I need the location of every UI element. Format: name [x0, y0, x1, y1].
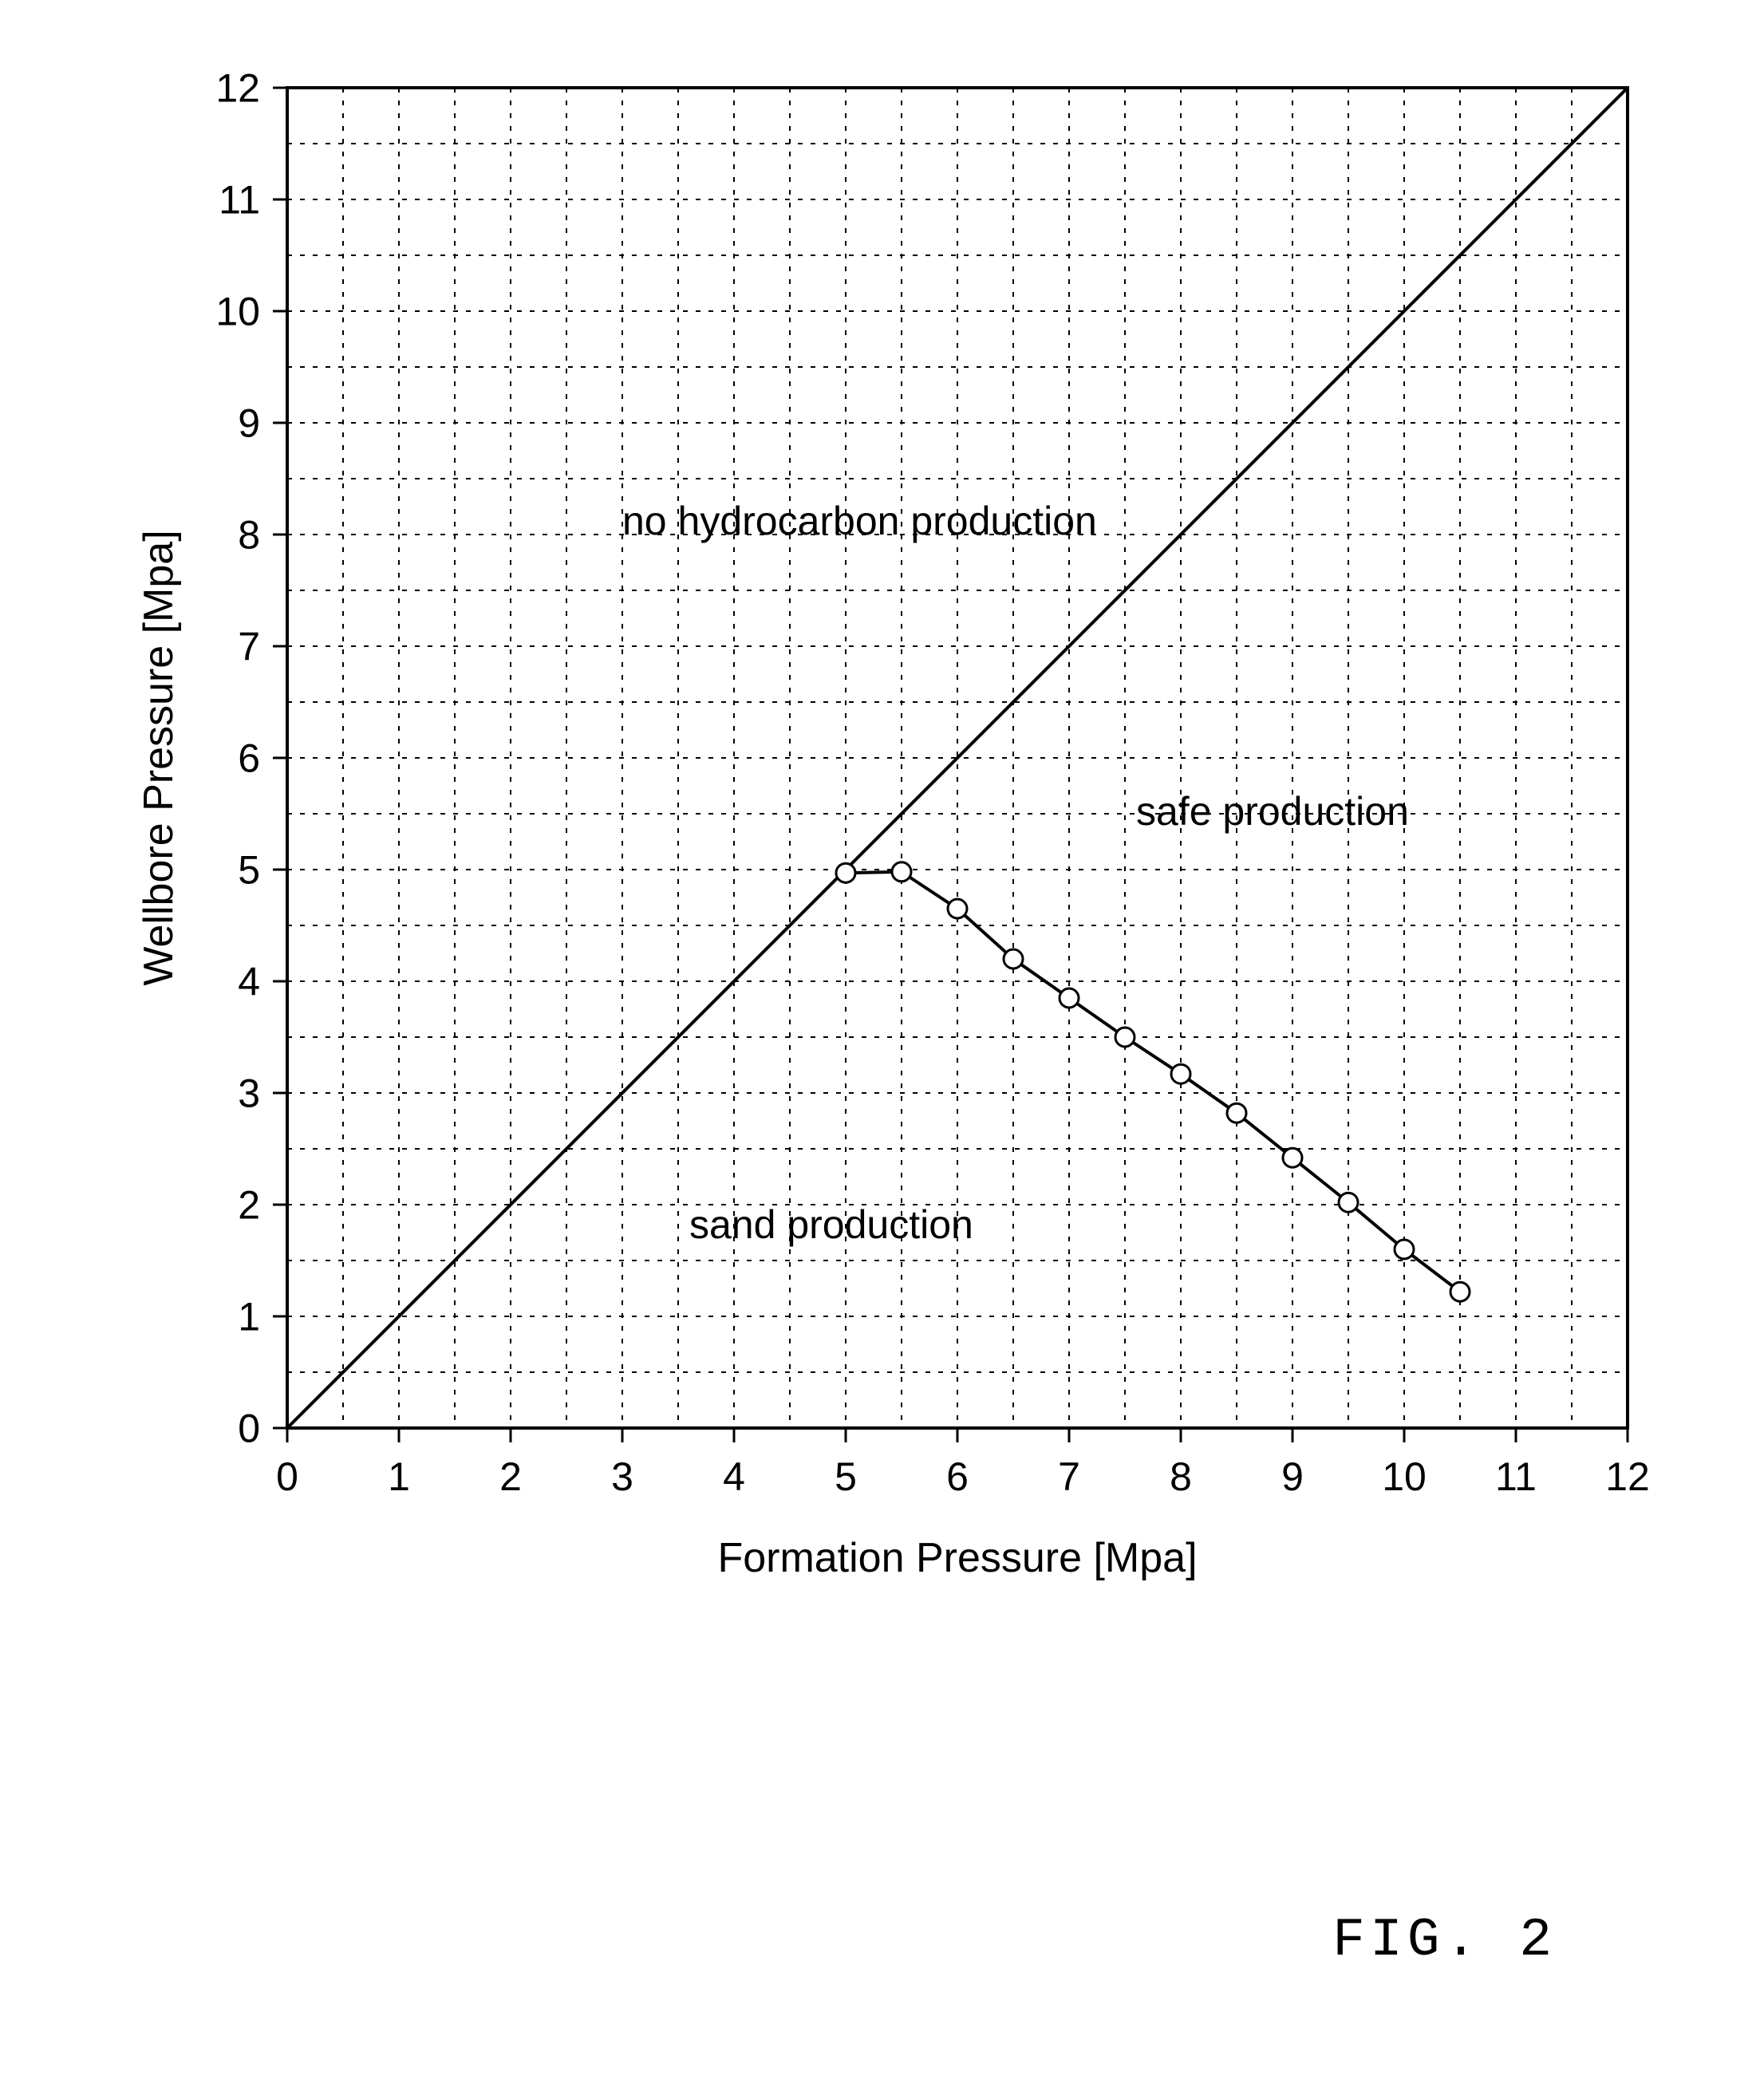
svg-text:11: 11: [1495, 1454, 1537, 1499]
y-axis-label: Wellbore Pressure [Mpa]: [136, 530, 182, 985]
svg-text:10: 10: [215, 290, 260, 334]
svg-text:5: 5: [835, 1454, 857, 1499]
svg-text:0: 0: [238, 1406, 260, 1451]
x-axis-label: Formation Pressure [Mpa]: [717, 1535, 1197, 1581]
svg-text:2: 2: [238, 1183, 260, 1228]
svg-text:7: 7: [1058, 1454, 1080, 1499]
svg-text:1: 1: [238, 1295, 260, 1339]
svg-text:sand production: sand production: [689, 1202, 973, 1247]
svg-text:4: 4: [723, 1454, 745, 1499]
svg-text:5: 5: [238, 848, 260, 893]
svg-text:8: 8: [1170, 1454, 1192, 1499]
svg-text:no hydrocarbon production: no hydrocarbon production: [622, 499, 1097, 543]
svg-text:12: 12: [1605, 1454, 1650, 1499]
svg-text:9: 9: [1281, 1454, 1304, 1499]
page-root: 0123456789101112Formation Pressure [Mpa]…: [0, 0, 1764, 2091]
svg-text:6: 6: [238, 736, 260, 781]
svg-text:11: 11: [219, 178, 260, 223]
chart-container: 0123456789101112Formation Pressure [Mpa]…: [104, 64, 1659, 1739]
svg-text:2: 2: [499, 1454, 522, 1499]
svg-text:12: 12: [215, 66, 260, 111]
svg-text:10: 10: [1382, 1454, 1427, 1499]
svg-text:3: 3: [238, 1071, 260, 1116]
svg-text:0: 0: [276, 1454, 298, 1499]
svg-text:7: 7: [238, 625, 260, 669]
svg-text:8: 8: [238, 513, 260, 558]
svg-text:4: 4: [238, 960, 260, 1004]
svg-text:6: 6: [946, 1454, 969, 1499]
figure-caption: FIG. 2: [1332, 1910, 1557, 1971]
svg-text:9: 9: [238, 401, 260, 446]
svg-text:3: 3: [611, 1454, 633, 1499]
pressure-chart: 0123456789101112Formation Pressure [Mpa]…: [104, 64, 1659, 1739]
svg-text:safe production: safe production: [1136, 789, 1409, 834]
svg-text:1: 1: [388, 1454, 410, 1499]
